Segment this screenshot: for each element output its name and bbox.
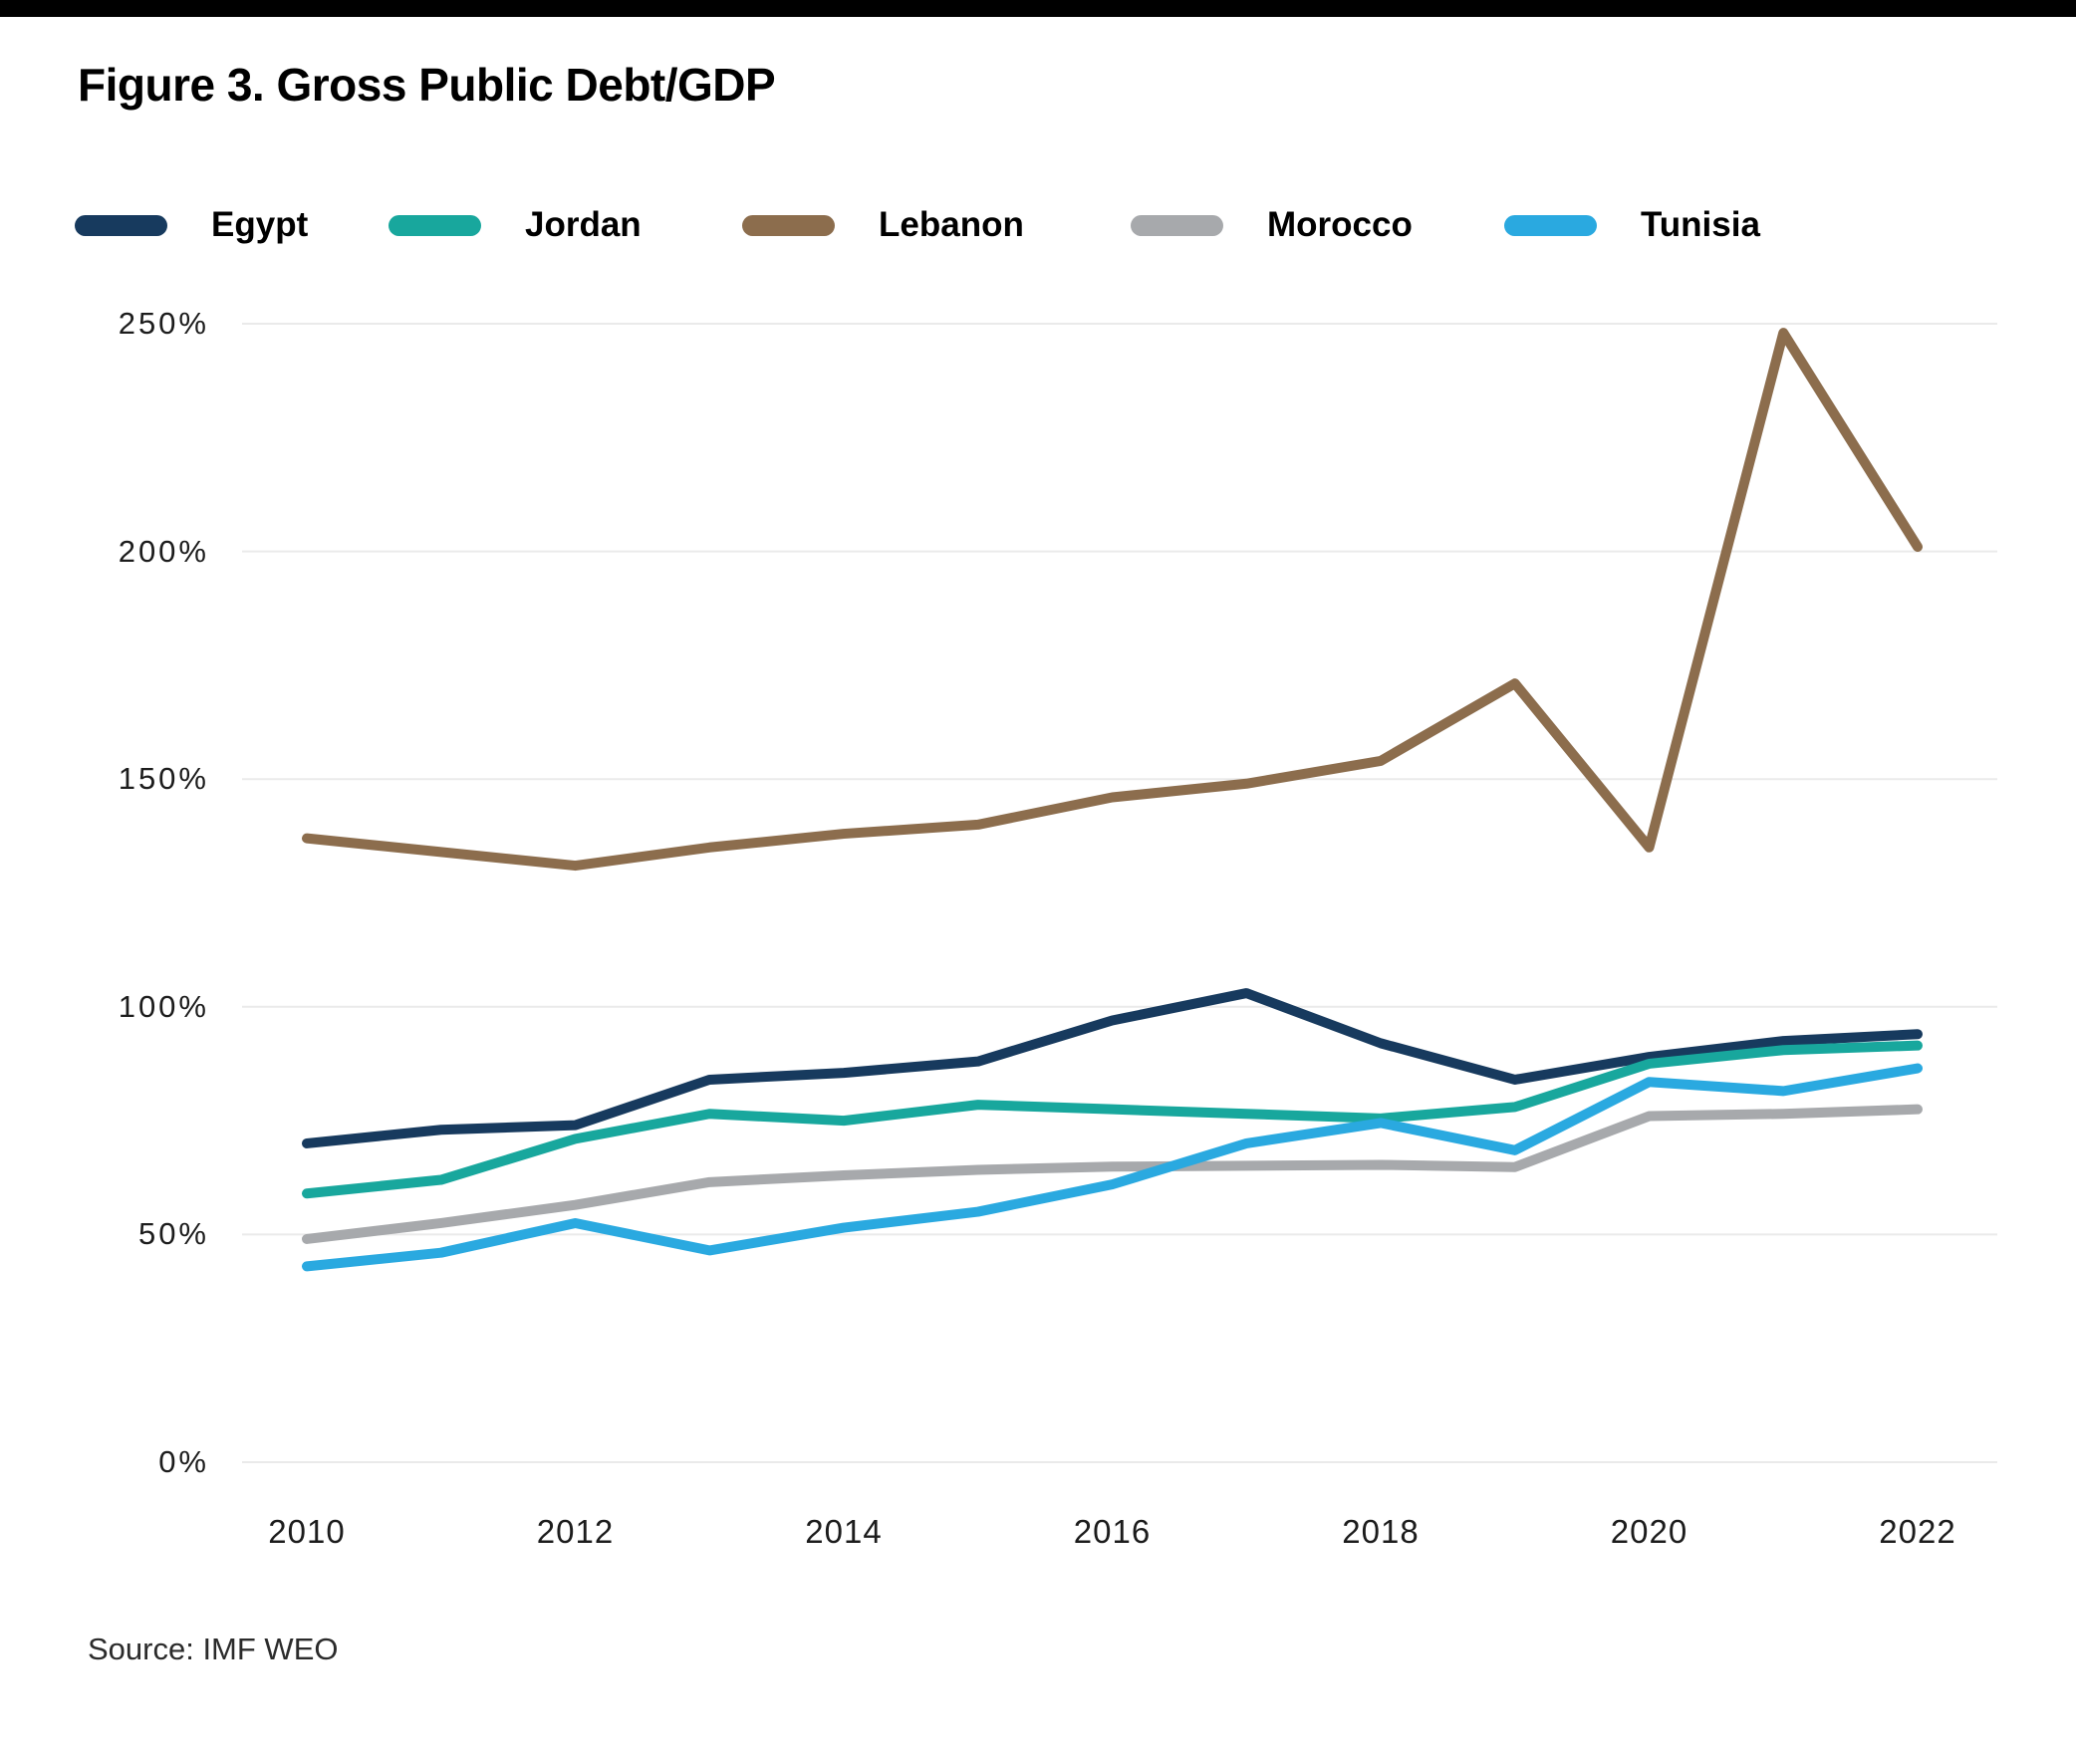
series-line-tunisia: [302, 1063, 1923, 1272]
series-line-lebanon: [302, 328, 1923, 872]
y-tick-100: 100%: [118, 988, 209, 1024]
legend-label-lebanon: Lebanon: [879, 205, 1024, 244]
series-line-egypt: [302, 988, 1923, 1148]
y-tick-50: 50%: [137, 1216, 209, 1252]
y-tick-150: 150%: [118, 761, 209, 797]
x-tick-2014: 2014: [805, 1513, 883, 1550]
legend-item-tunisia: Tunisia: [1504, 205, 1760, 245]
legend-swatch-jordan: [389, 214, 481, 236]
legend-label-tunisia: Tunisia: [1641, 205, 1760, 244]
legend: Egypt Jordan Lebanon Morocco Tunisia: [0, 205, 2076, 251]
legend-item-morocco: Morocco: [1131, 205, 1413, 245]
y-tick-0: 0%: [158, 1444, 209, 1479]
x-tick-2018: 2018: [1342, 1513, 1420, 1550]
figure-title: Figure 3. Gross Public Debt/GDP: [78, 59, 776, 111]
x-tick-2020: 2020: [1610, 1513, 1688, 1550]
legend-item-jordan: Jordan: [389, 205, 642, 245]
legend-swatch-morocco: [1131, 214, 1223, 236]
y-tick-200: 200%: [118, 533, 209, 569]
y-tick-250: 250%: [118, 306, 209, 341]
x-tick-2022: 2022: [1879, 1513, 1956, 1550]
source-note: Source: IMF WEO: [88, 1632, 339, 1666]
legend-label-egypt: Egypt: [211, 205, 309, 244]
series-line-jordan: [302, 1040, 1923, 1199]
legend-swatch-tunisia: [1504, 214, 1597, 236]
series-line-morocco: [302, 1104, 1923, 1244]
x-tick-2010: 2010: [268, 1513, 346, 1550]
x-tick-2012: 2012: [536, 1513, 615, 1550]
legend-label-jordan: Jordan: [525, 205, 642, 244]
top-bar: [0, 0, 2076, 17]
legend-label-morocco: Morocco: [1267, 205, 1413, 244]
x-tick-2016: 2016: [1073, 1513, 1152, 1550]
legend-swatch-lebanon: [742, 214, 835, 236]
legend-item-lebanon: Lebanon: [742, 205, 1024, 245]
legend-swatch-egypt: [75, 214, 167, 236]
legend-item-egypt: Egypt: [75, 205, 308, 245]
